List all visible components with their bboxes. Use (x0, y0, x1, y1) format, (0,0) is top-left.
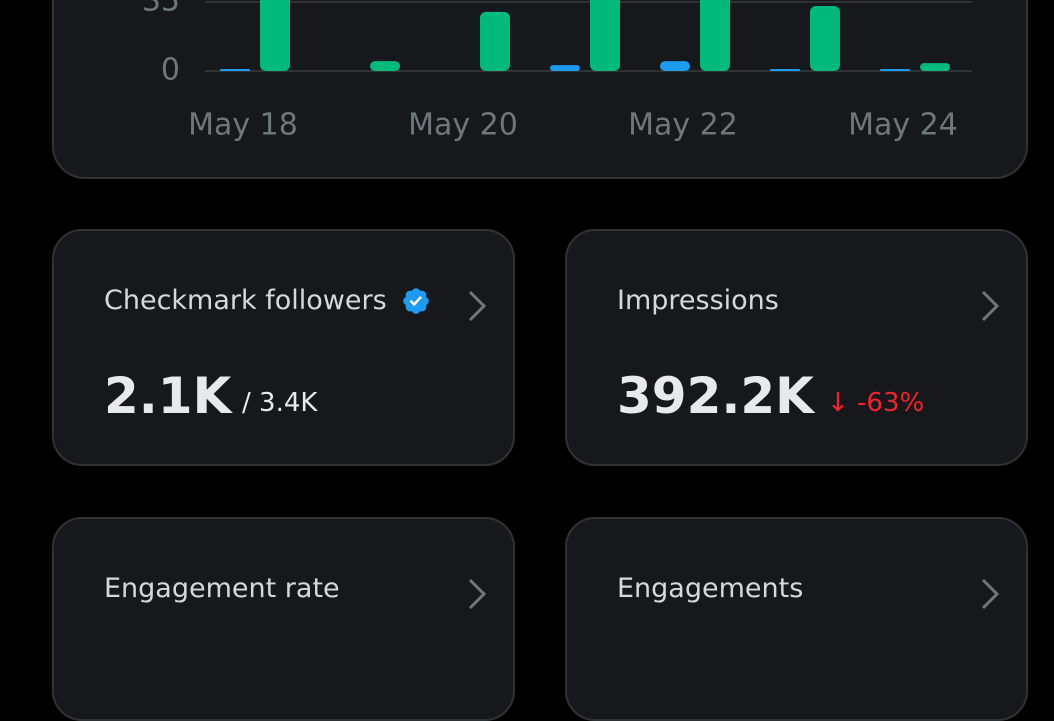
page: {"chart_data": {"type": "bar", "categori… (52, 0, 1028, 721)
card-value: 2.1K (104, 367, 232, 425)
stat-card[interactable]: Impressions 392.2K ↓ -63% (565, 229, 1028, 466)
card-title: Engagements (617, 573, 804, 604)
card-title: Engagement rate (104, 573, 340, 604)
card-total: / 3.4K (242, 388, 318, 418)
chart-card: 0 35 May 18 May 20 May 22 May 24 (52, 0, 1028, 179)
chevron (981, 578, 1000, 610)
chevron (981, 290, 1000, 322)
card-frame (52, 0, 1028, 179)
bar (550, 65, 580, 71)
bar (220, 69, 250, 71)
bar (920, 63, 950, 71)
bar (880, 69, 910, 71)
bar (770, 69, 800, 71)
stat-card[interactable]: Engagement rate (52, 517, 515, 721)
y-tick-label: 0 (161, 53, 180, 88)
bar (700, 0, 730, 71)
card-change: ↓ -63% (827, 388, 925, 418)
bar (660, 61, 690, 71)
card-title: Impressions (617, 285, 779, 316)
bar (480, 11, 510, 71)
bar (590, 0, 620, 71)
x-tick-label: May 24 (848, 108, 958, 143)
bar (810, 5, 840, 72)
card-title: Checkmark followers (104, 285, 387, 316)
y-tick-label: 35 (142, 0, 180, 19)
x-tick-label: May 22 (628, 108, 738, 143)
card-title-row: Checkmark followers (104, 285, 431, 316)
bar (370, 61, 400, 71)
chevron (468, 578, 487, 610)
bar (260, 0, 290, 71)
verified-badge (402, 287, 429, 314)
chevron (468, 290, 487, 322)
x-tick-label: May 20 (408, 108, 518, 143)
stat-card[interactable]: Engagements (565, 517, 1028, 721)
stat-card[interactable]: Checkmark followers 2.1K / 3.4K (52, 229, 515, 466)
card-value: 392.2K (617, 367, 814, 425)
x-tick-label: May 18 (188, 108, 298, 143)
